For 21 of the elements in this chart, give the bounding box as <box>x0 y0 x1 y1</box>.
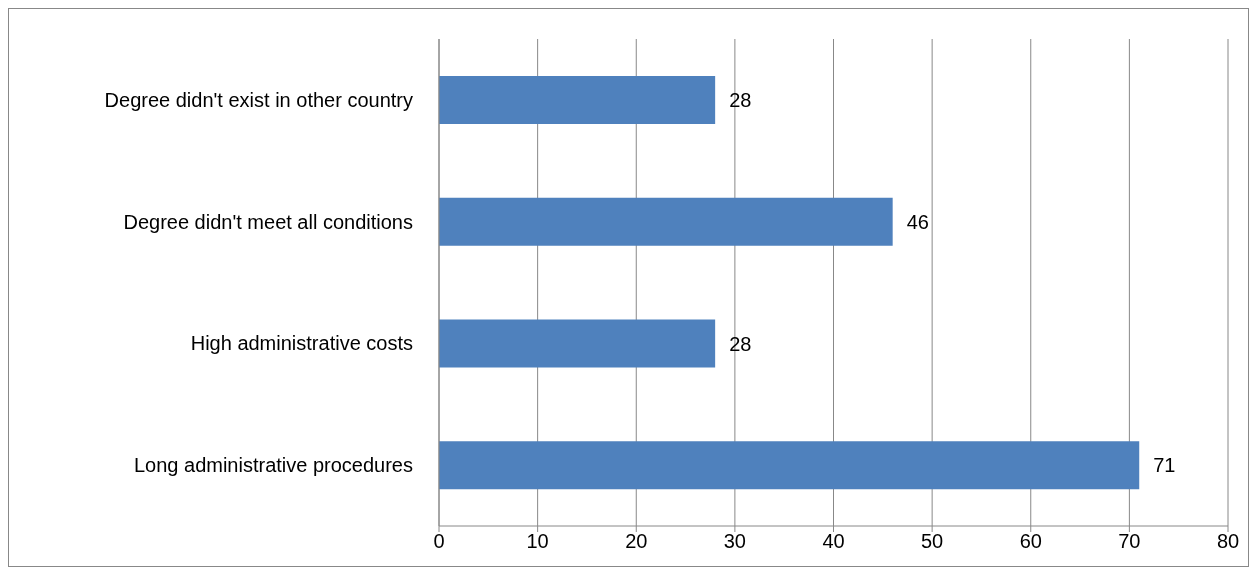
y-tick-label: Degree didn't exist in other country <box>104 88 413 111</box>
x-tick-label: 60 <box>1019 530 1042 553</box>
x-tick-label: 50 <box>921 530 944 553</box>
bar <box>439 76 716 124</box>
x-tick-label: 80 <box>1216 530 1240 553</box>
data-label: 46 <box>906 210 929 233</box>
x-tick-label: 0 <box>433 530 445 553</box>
x-tick-label: 10 <box>526 530 549 553</box>
bar <box>439 197 893 246</box>
x-tick-label: 20 <box>625 530 648 553</box>
bar <box>439 441 1140 490</box>
data-label: 71 <box>1153 454 1176 477</box>
x-tick-label: 40 <box>822 530 845 553</box>
x-tick-label: 70 <box>1118 530 1141 553</box>
data-label: 28 <box>729 332 752 355</box>
y-tick-label: Long administrative procedures <box>133 454 413 477</box>
x-tick-label: 30 <box>723 530 746 553</box>
data-label: 28 <box>729 89 752 112</box>
bar <box>439 319 716 368</box>
y-tick-label: Degree didn't meet all conditions <box>123 210 413 233</box>
y-tick-label: High administrative costs <box>190 332 413 355</box>
